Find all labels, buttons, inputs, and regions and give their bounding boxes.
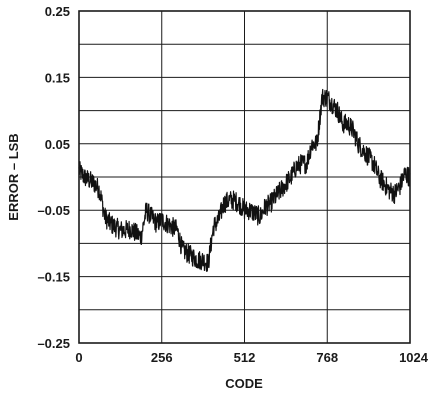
x-tick-labels: 0 256 512 768 1024 [75,350,428,365]
y-tick-label: –0.25 [37,336,70,351]
x-tick-label: 0 [75,350,82,365]
y-tick-label: 0.25 [45,4,70,19]
y-tick-label: 0.05 [45,137,70,152]
y-tick-label: 0.15 [45,70,70,85]
y-tick-labels: 0.25 0.15 0.05 –0.05 –0.15 –0.25 [37,4,70,351]
x-tick-label: 512 [234,350,256,365]
y-tick-label: –0.15 [37,270,70,285]
plot-frame [78,10,411,344]
grid-lines [79,11,410,343]
x-axis-title: CODE [225,376,263,391]
x-tick-label: 1024 [399,350,429,365]
x-tick-label: 256 [151,350,173,365]
x-tick-label: 768 [316,350,338,365]
error-trace [78,88,411,272]
y-tick-label: –0.05 [37,203,70,218]
y-axis-title: ERROR – LSB [6,133,21,220]
trace-layer [78,88,411,272]
